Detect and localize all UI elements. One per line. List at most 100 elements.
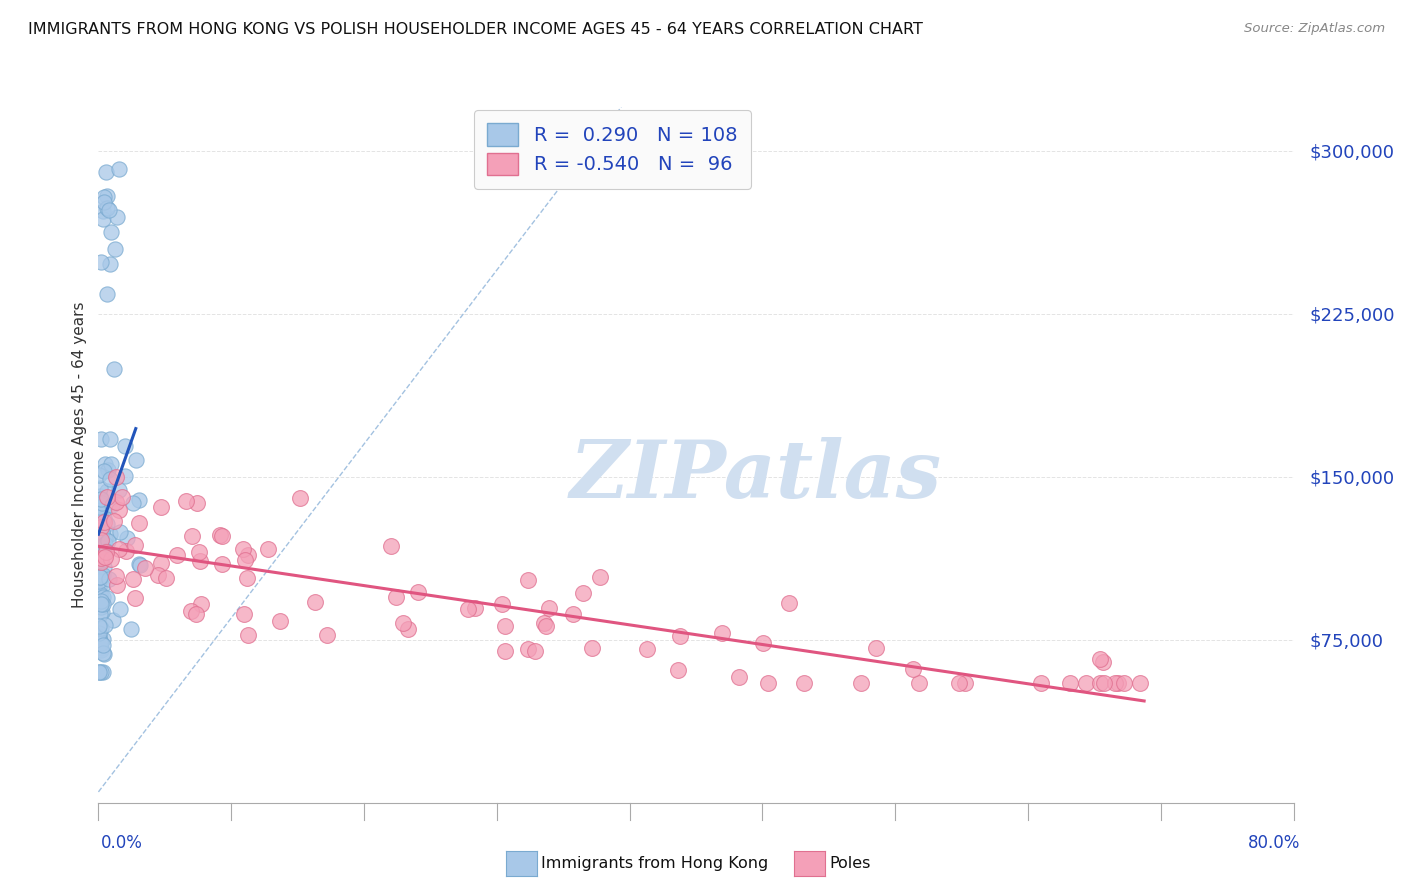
Point (150, 556, 173, 570)
Point (93, 511, 115, 525)
Point (90, 533, 112, 548)
Point (97, 534, 120, 549)
Point (89, 481, 111, 495)
Point (87, 590, 110, 604)
Point (128, 557, 150, 571)
Point (104, 242, 127, 256)
Point (90, 520, 112, 534)
Point (211, 557, 233, 571)
Point (89, 574, 111, 588)
Point (93, 646, 115, 660)
Point (901, 662, 924, 676)
Text: IMMIGRANTS FROM HONG KONG VS POLISH HOUSEHOLDER INCOME AGES 45 - 64 YEARS CORREL: IMMIGRANTS FROM HONG KONG VS POLISH HOUS… (28, 22, 922, 37)
Point (93, 190, 115, 204)
Point (91, 632, 114, 646)
Point (91, 203, 114, 218)
Point (953, 676, 976, 690)
Point (89, 569, 111, 583)
Point (90, 551, 112, 566)
Point (90, 255, 112, 269)
Point (90, 665, 112, 680)
Point (105, 211, 128, 225)
Point (517, 642, 540, 657)
Point (181, 528, 204, 542)
Point (752, 636, 775, 650)
Point (91, 597, 114, 611)
Point (636, 642, 658, 657)
Point (90, 621, 112, 635)
Point (94, 617, 117, 632)
Point (93, 639, 115, 653)
Point (174, 494, 197, 508)
Point (89, 607, 111, 622)
Point (89, 525, 111, 540)
Point (100, 551, 122, 566)
Point (89, 552, 111, 566)
Point (122, 572, 145, 586)
Point (134, 561, 156, 575)
Point (87, 619, 110, 633)
Point (1088, 676, 1111, 690)
Point (100, 225, 122, 239)
Point (90, 520, 112, 534)
Point (128, 558, 150, 572)
Point (96, 287, 118, 301)
Point (89, 508, 111, 522)
Point (166, 548, 188, 562)
Point (115, 531, 138, 545)
Point (236, 628, 259, 642)
Point (90, 593, 112, 607)
Point (96, 545, 118, 559)
Point (208, 528, 231, 542)
Point (90, 554, 112, 568)
Point (89, 633, 111, 648)
Point (93, 515, 115, 529)
Point (380, 539, 402, 553)
Point (849, 676, 872, 690)
Point (315, 627, 337, 641)
Point (124, 591, 146, 605)
Legend: R =  0.290   N = 108, R = -0.540   N =  96: R = 0.290 N = 108, R = -0.540 N = 96 (474, 110, 751, 189)
Point (89, 533, 111, 548)
Point (93, 457, 115, 471)
Point (94, 532, 117, 546)
Point (727, 670, 749, 684)
Point (87, 630, 110, 644)
Point (90, 491, 112, 506)
Point (108, 601, 131, 615)
Point (236, 571, 259, 585)
Point (1129, 676, 1152, 690)
Point (236, 548, 259, 562)
Point (269, 615, 291, 629)
Point (91, 568, 114, 582)
Point (257, 542, 280, 557)
Point (186, 607, 208, 622)
Point (396, 623, 419, 637)
Point (90, 496, 112, 510)
Point (186, 496, 208, 510)
Point (90, 641, 112, 656)
Point (406, 585, 429, 599)
Point (778, 596, 800, 610)
Point (100, 257, 122, 271)
Point (1092, 655, 1115, 669)
Point (89, 592, 111, 607)
Point (107, 483, 129, 497)
Point (96, 517, 118, 532)
Point (105, 568, 128, 582)
Point (793, 676, 815, 690)
Point (96, 543, 118, 558)
Point (87, 626, 110, 640)
Point (90, 555, 112, 569)
Point (87, 500, 110, 515)
Point (89, 539, 111, 553)
Point (533, 616, 555, 631)
Point (87, 540, 110, 554)
Point (710, 626, 733, 640)
Point (865, 641, 887, 656)
Point (90, 600, 112, 615)
Text: 80.0%: 80.0% (1249, 834, 1301, 852)
Point (93, 647, 115, 661)
Point (581, 641, 603, 656)
Point (103, 514, 125, 528)
